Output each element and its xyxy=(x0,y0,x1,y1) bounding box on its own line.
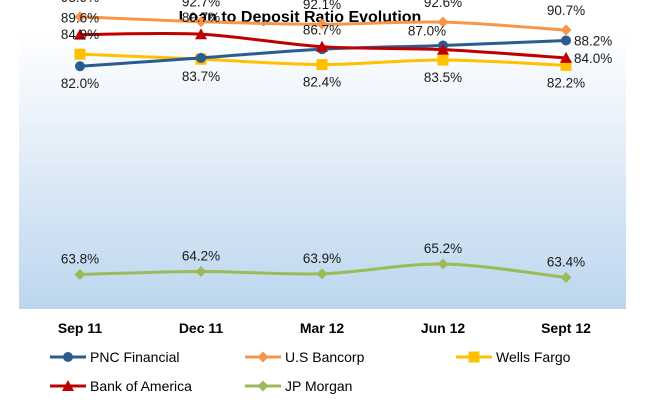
data-label-jp-morgan-2: 64.2% xyxy=(182,249,220,264)
x-tick-label: Jun 12 xyxy=(421,320,466,336)
data-label-wells-fargo-4: 83.5% xyxy=(424,70,462,85)
x-axis-ticks: Sep 11 Dec 11 Mar 12 Jun 12 Sept 12 xyxy=(58,320,591,336)
data-label-pnc-financial-5: 88.2% xyxy=(574,33,612,48)
legend-marker-wells-fargo xyxy=(468,351,480,363)
legend-item-bank-of-america: Bank of America xyxy=(50,378,192,394)
data-label-bank-of-america-1: 89.6% xyxy=(61,11,99,26)
legend-item-pnc-financial: PNC Financial xyxy=(50,349,179,365)
data-label-bank-of-america-3: 86.7% xyxy=(303,23,341,38)
data-label-u-s-bancorp-2: 92.7% xyxy=(182,0,220,10)
data-label-wells-fargo-5: 82.2% xyxy=(547,75,585,90)
data-label-jp-morgan-4: 65.2% xyxy=(424,241,462,256)
x-tick-label: Sept 12 xyxy=(541,320,591,336)
data-label-wells-fargo-3: 82.4% xyxy=(303,75,341,90)
series-jp-morgan xyxy=(74,258,572,283)
point-u-s-bancorp-1 xyxy=(74,11,86,23)
plot-area xyxy=(19,33,626,309)
legend-label-jp-morgan: JP Morgan xyxy=(285,378,352,394)
x-tick-label: Mar 12 xyxy=(300,320,345,336)
data-label-pnc-financial-1: 82.0% xyxy=(61,76,99,91)
x-tick-label: Sep 11 xyxy=(58,320,103,336)
point-jp-morgan-2 xyxy=(195,266,207,277)
point-wells-fargo-4 xyxy=(437,54,449,66)
point-bank-of-america-3 xyxy=(316,40,328,52)
point-wells-fargo-3 xyxy=(316,59,328,71)
point-wells-fargo-1 xyxy=(74,48,86,60)
x-tick-label: Dec 11 xyxy=(179,320,224,336)
legend-item-u-s-bancorp: U.S Bancorp xyxy=(245,349,365,365)
legend-label-bank-of-america: Bank of America xyxy=(90,378,192,394)
legend-label-u-s-bancorp: U.S Bancorp xyxy=(285,349,365,365)
data-labels: 93.9% 92.7% 92.1% 92.6% 90.7% 84.9% 83.7% 82.4%… xyxy=(61,0,612,270)
point-jp-morgan-4 xyxy=(437,258,449,270)
data-label-pnc-financial-4: 87.0% xyxy=(408,23,446,38)
legend-marker-pnc-financial xyxy=(63,352,73,362)
legend-item-jp-morgan: JP Morgan xyxy=(245,378,352,394)
point-bank-of-america-1 xyxy=(74,28,86,40)
point-jp-morgan-5 xyxy=(560,272,572,283)
point-wells-fargo-5 xyxy=(560,59,572,71)
point-bank-of-america-2 xyxy=(195,28,207,40)
legend-marker-bank-of-america xyxy=(62,380,74,391)
point-pnc-financial-1 xyxy=(75,61,85,72)
point-pnc-financial-2 xyxy=(196,52,206,63)
point-u-s-bancorp-4 xyxy=(437,16,449,28)
point-u-s-bancorp-2 xyxy=(195,16,207,28)
legend-label-wells-fargo: Wells Fargo xyxy=(496,349,571,365)
legend-marker-jp-morgan xyxy=(257,380,269,392)
data-label-bank-of-america-5: 84.0% xyxy=(574,51,612,66)
data-label-u-s-bancorp-5: 90.7% xyxy=(547,3,585,18)
series-u-s-bancorp xyxy=(74,11,572,36)
data-label-jp-morgan-1: 63.8% xyxy=(61,252,99,267)
data-label-wells-fargo-1: 84.9% xyxy=(61,27,99,42)
data-label-u-s-bancorp-3: 92.1% xyxy=(303,0,341,12)
legend-label-pnc-financial: PNC Financial xyxy=(90,349,179,365)
legend-item-wells-fargo: Wells Fargo xyxy=(456,349,571,365)
data-label-jp-morgan-3: 63.9% xyxy=(303,251,341,266)
point-u-s-bancorp-5 xyxy=(560,24,572,36)
data-label-u-s-bancorp-4: 92.6% xyxy=(424,0,462,10)
legend: PNC Financial U.S Bancorp Wells Fargo Bank … xyxy=(50,349,571,394)
data-label-u-s-bancorp-1: 93.9% xyxy=(61,0,99,5)
data-label-wells-fargo-2: 83.7% xyxy=(182,69,220,84)
point-jp-morgan-3 xyxy=(316,268,328,280)
series-bank-of-america xyxy=(74,28,572,63)
legend-marker-u-s-bancorp xyxy=(257,351,269,363)
series-layer xyxy=(74,11,572,283)
point-pnc-financial-5 xyxy=(561,35,571,46)
point-bank-of-america-5 xyxy=(560,51,572,63)
point-jp-morgan-1 xyxy=(74,269,86,280)
point-u-s-bancorp-3 xyxy=(316,18,328,30)
data-label-bank-of-america-2: 89.7% xyxy=(182,10,220,25)
point-bank-of-america-4 xyxy=(437,43,449,55)
data-label-jp-morgan-5: 63.4% xyxy=(547,255,585,270)
